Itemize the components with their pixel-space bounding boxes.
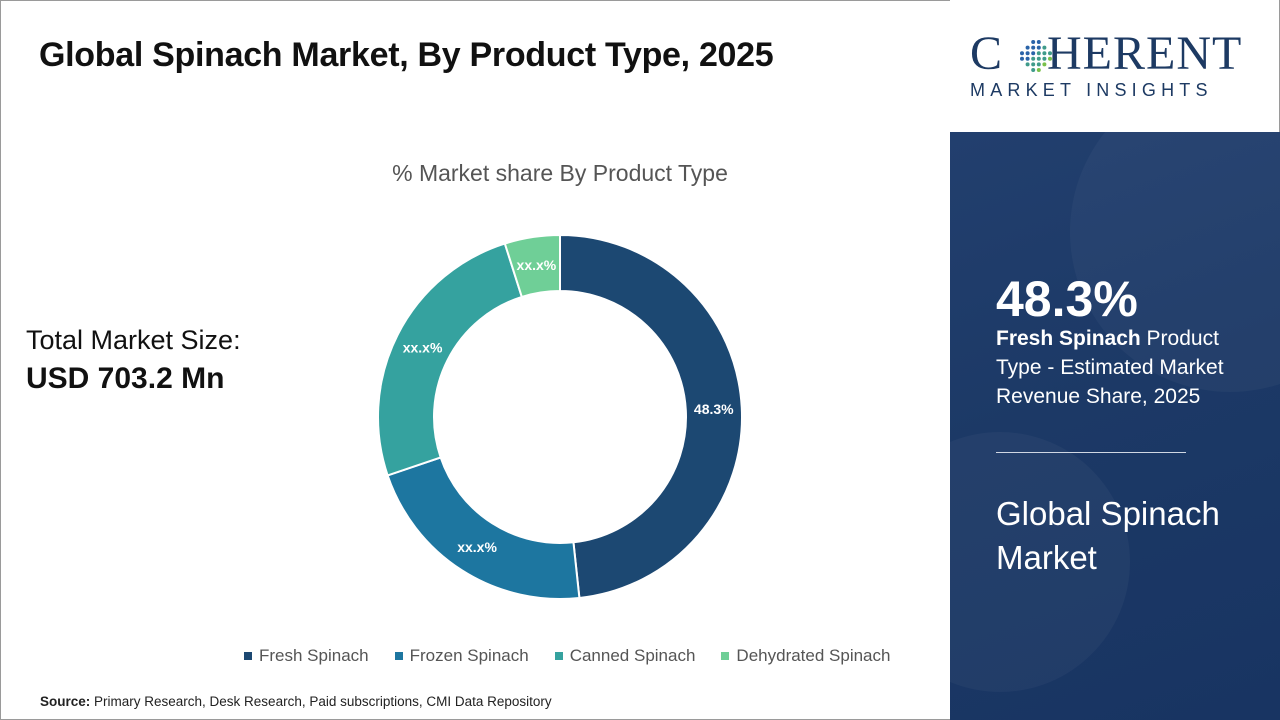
market-size-label: Total Market Size: — [26, 325, 241, 355]
page-title: Global Spinach Market, By Product Type, … — [39, 36, 774, 74]
data-label: xx.x% — [457, 539, 497, 555]
donut-slice-frozen-spinach — [386, 456, 581, 600]
legend-item: Dehydrated Spinach — [721, 646, 890, 666]
globe-dot — [1036, 62, 1041, 67]
legend-item: Canned Spinach — [554, 646, 696, 666]
globe-dot — [1042, 56, 1047, 61]
globe-dot — [1031, 45, 1036, 50]
globe-dot — [1025, 51, 1030, 56]
globe-dot — [1036, 45, 1041, 50]
chart-legend: Fresh Spinach Frozen Spinach Canned Spinac… — [244, 646, 916, 666]
globe-dot — [1025, 56, 1030, 61]
legend-label: Dehydrated Spinach — [736, 646, 891, 665]
globe-dot — [1020, 56, 1024, 61]
globe-dot — [1048, 56, 1052, 61]
logo: C HERENT MARKET INSIGHTS — [950, 0, 1279, 132]
chart-title: % Market share By Product Type — [392, 160, 728, 186]
data-label: xx.x% — [517, 257, 557, 273]
globe-dot — [1020, 51, 1024, 56]
globe-dot — [1031, 62, 1036, 67]
source-text: Primary Research, Desk Research, Paid su… — [90, 694, 552, 709]
logo-subtitle: MARKET INSIGHTS — [970, 80, 1213, 100]
highlight-stat-value: 48.3% — [996, 271, 1138, 327]
donut-slice-dehydrated-spinach — [503, 233, 561, 299]
globe-dot — [1031, 56, 1036, 61]
globe-dot — [1025, 62, 1030, 67]
data-label: 48.3% — [694, 401, 734, 417]
legend-label: Frozen Spinach — [409, 646, 529, 665]
globe-dot — [1036, 40, 1041, 44]
legend-swatch — [721, 652, 730, 660]
legend-swatch — [394, 652, 403, 660]
globe-dot — [1042, 45, 1047, 50]
globe-dot — [1031, 40, 1036, 44]
market-name: Global Spinach Market — [996, 495, 1220, 576]
globe-dot — [1042, 62, 1047, 67]
highlight-stat-text: Product Type - Estimated Market Revenue … — [996, 327, 1224, 408]
globe-dot — [1048, 51, 1052, 56]
globe-dot — [1036, 51, 1041, 56]
donut-slice-fresh-spinach — [559, 233, 743, 600]
legend-label: Fresh Spinach — [259, 646, 369, 665]
globe-icon — [1020, 40, 1052, 72]
source-note: Source: Primary Research, Desk Research,… — [40, 694, 552, 709]
globe-dot — [1025, 45, 1030, 50]
side-panel: 48.3% Fresh Spinach Product Type - Estim… — [950, 132, 1280, 720]
legend-label: Canned Spinach — [569, 646, 696, 665]
donut-slice-canned-spinach — [377, 242, 524, 477]
donut-chart: 48.3% xx.x% xx.x% xx.x% — [377, 233, 743, 600]
legend-swatch — [554, 652, 563, 660]
data-label: xx.x% — [403, 340, 443, 356]
globe-dot — [1031, 68, 1036, 72]
globe-dot — [1036, 68, 1041, 72]
legend-item: Frozen Spinach — [394, 646, 529, 666]
logo-letter-c: C — [970, 27, 1004, 80]
globe-dot — [1031, 51, 1036, 56]
globe-dot — [1036, 56, 1041, 61]
market-size-value: USD 703.2 Mn — [26, 362, 225, 395]
globe-dot — [1042, 51, 1047, 56]
logo-wordmark: C HERENT — [970, 30, 1242, 78]
highlight-segment: Fresh Spinach — [996, 327, 1141, 350]
highlight-stat-description: Fresh Spinach Product Type - Estimated M… — [996, 324, 1256, 411]
legend-item: Fresh Spinach — [244, 646, 369, 666]
legend-swatch — [244, 652, 252, 660]
source-label: Source: — [40, 694, 91, 709]
logo-letters: HERENT — [1047, 27, 1243, 80]
panel-divider — [996, 452, 1186, 453]
